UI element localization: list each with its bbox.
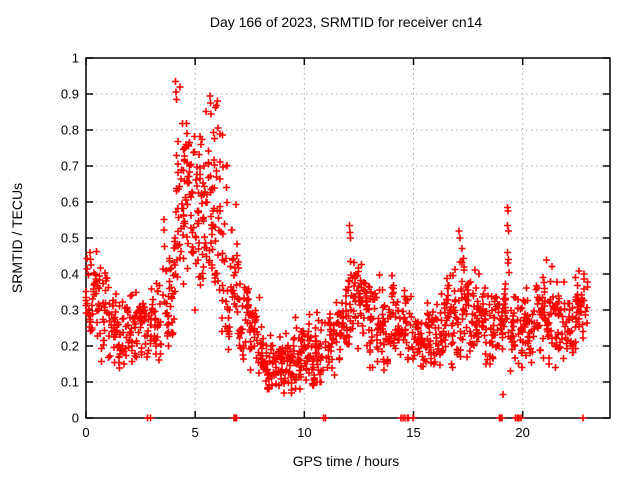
y-tick-label: 0.8 bbox=[61, 123, 79, 138]
y-tick-label: 0.5 bbox=[61, 231, 79, 246]
chart-title: Day 166 of 2023, SRMTID for receiver cn1… bbox=[210, 14, 483, 30]
y-tick-label: 0.7 bbox=[61, 159, 79, 174]
plot-border bbox=[85, 57, 611, 419]
x-tick-label: 10 bbox=[297, 425, 311, 440]
y-tick-label: 0.2 bbox=[61, 339, 79, 354]
y-tick-label: 0.6 bbox=[61, 195, 79, 210]
y-tick-label: 0.1 bbox=[61, 375, 79, 390]
x-tick-label: 5 bbox=[192, 425, 199, 440]
y-tick-label: 0.3 bbox=[61, 303, 79, 318]
tick-labels: 0 5 10 15 20 0 0.1 0.2 0.3 0.4 0.5 0.6 0.7 0.8 0.9 1 bbox=[61, 51, 530, 441]
x-tick-label: 15 bbox=[406, 425, 420, 440]
data-points bbox=[82, 78, 591, 422]
axis-labels: Day 166 of 2023, SRMTID for receiver cn1… bbox=[9, 14, 482, 469]
x-axis-label: GPS time / hours bbox=[293, 453, 400, 469]
y-axis-label: SRMTID / TECUs bbox=[9, 183, 25, 293]
y-tick-label: 0.9 bbox=[61, 87, 79, 102]
y-tick-label: 0 bbox=[72, 411, 79, 426]
x-tick-label: 0 bbox=[82, 425, 89, 440]
y-tick-label: 0.4 bbox=[61, 267, 79, 282]
scatter-plus-markers bbox=[82, 78, 591, 422]
y-tick-label: 1 bbox=[72, 51, 79, 66]
x-tick-label: 20 bbox=[515, 425, 529, 440]
